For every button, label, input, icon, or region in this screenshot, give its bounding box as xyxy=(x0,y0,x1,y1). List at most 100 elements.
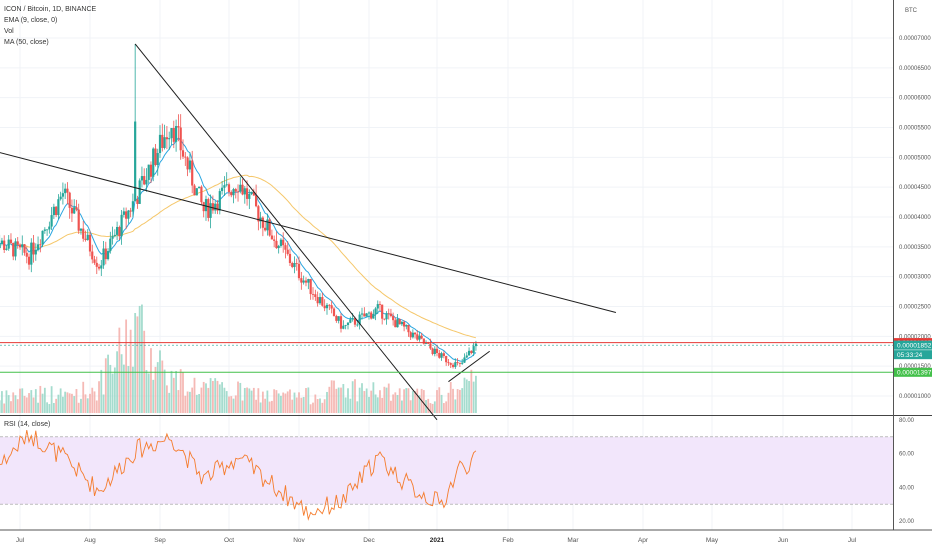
volume-bar xyxy=(198,394,200,413)
legend-ema[interactable]: EMA (9, close, 0) xyxy=(4,17,58,24)
y-tick-label[interactable]: 0.00003000 xyxy=(899,275,931,281)
candle-body xyxy=(27,256,31,265)
y-tick-label[interactable]: 0.00006000 xyxy=(899,96,931,102)
volume-bar xyxy=(295,397,298,413)
candle xyxy=(335,314,338,323)
candle-body xyxy=(102,248,105,266)
candle-body xyxy=(268,219,271,236)
candle xyxy=(158,125,162,158)
rsi-legend[interactable]: RSI (14, close) xyxy=(4,421,51,428)
candle xyxy=(131,193,135,217)
candle-body xyxy=(34,249,37,255)
x-tick-label[interactable]: Jun xyxy=(778,537,789,544)
volume-bar xyxy=(321,402,324,413)
y-tick-label[interactable]: 0.00005500 xyxy=(899,126,931,132)
candle-body xyxy=(387,313,390,315)
candle-body xyxy=(14,241,17,257)
volume-bar xyxy=(75,389,78,413)
volume-bar xyxy=(271,400,273,413)
volume-bar xyxy=(98,381,100,413)
candle-body xyxy=(145,179,148,185)
y-tick-label[interactable]: 0.00004000 xyxy=(899,215,931,221)
volume-bar xyxy=(349,398,352,413)
volume-bar xyxy=(111,373,114,413)
x-tick-label[interactable]: Nov xyxy=(293,537,305,544)
volume-bar xyxy=(138,305,141,413)
candle xyxy=(282,232,285,253)
volume-bar xyxy=(309,404,312,413)
candle-body xyxy=(172,128,175,142)
legend-vol[interactable]: Vol xyxy=(4,28,14,35)
candle xyxy=(127,209,130,224)
candle xyxy=(300,271,303,290)
last-price-tag-bg xyxy=(894,340,932,350)
candle-body xyxy=(337,316,340,321)
legend-ma[interactable]: MA (50, close) xyxy=(4,39,49,46)
volume-bar xyxy=(159,350,161,413)
volume-bar xyxy=(214,378,217,413)
x-tick-label[interactable]: Apr xyxy=(638,537,649,544)
rsi-tick-label: 20.00 xyxy=(899,519,915,525)
volume-bar xyxy=(107,354,109,413)
candle-body xyxy=(454,362,457,367)
candle-body xyxy=(353,318,357,325)
candle xyxy=(467,347,471,356)
candle-body xyxy=(91,251,94,260)
volume-bar xyxy=(102,394,105,413)
y-tick-label[interactable]: 0.00002000 xyxy=(899,334,931,340)
volume-bar xyxy=(470,369,473,413)
volume-bar xyxy=(307,387,310,413)
x-tick-label[interactable]: 2021 xyxy=(430,537,445,544)
volume-bar xyxy=(57,394,60,413)
y-tick-label[interactable]: 0.00001000 xyxy=(899,394,931,400)
candle-body xyxy=(449,363,452,365)
countdown-tag-text: 05:33:24 xyxy=(897,352,923,359)
volume-bar xyxy=(374,394,377,413)
volume-bar xyxy=(66,392,69,413)
candle-body xyxy=(297,263,301,279)
volume-bar xyxy=(64,391,67,413)
candle-body xyxy=(300,278,303,283)
x-tick-label[interactable]: Jul xyxy=(848,537,857,544)
volume-bar xyxy=(202,381,205,413)
candle xyxy=(286,241,289,256)
y-tick-label[interactable]: 0.00005000 xyxy=(899,155,931,161)
legend-title[interactable]: ICON / Bitcoin, 1D, BINANCE xyxy=(4,6,97,13)
candle xyxy=(396,314,399,328)
volume-bar xyxy=(14,395,17,413)
volume-bar xyxy=(150,348,152,413)
candle-body xyxy=(3,240,6,250)
x-tick-label[interactable]: Oct xyxy=(224,537,234,544)
candle-body xyxy=(198,186,201,189)
x-tick-label[interactable]: Feb xyxy=(502,537,514,544)
candle xyxy=(297,256,301,281)
y-tick-label[interactable]: 0.00007000 xyxy=(899,36,931,42)
grid-lines xyxy=(0,0,893,530)
volume-bar xyxy=(25,397,28,413)
candle-body xyxy=(163,137,166,148)
x-tick-label[interactable]: May xyxy=(706,537,719,544)
y-tick-label[interactable]: 0.00006500 xyxy=(899,66,931,72)
x-tick-label[interactable]: Sep xyxy=(154,537,166,544)
volume-bar xyxy=(243,387,246,413)
trendline-rising-support xyxy=(448,350,490,383)
candle-body xyxy=(184,156,187,158)
y-tick-label[interactable]: 0.00001500 xyxy=(899,364,931,370)
y-tick-label[interactable]: 0.00003500 xyxy=(899,245,931,251)
candle xyxy=(95,256,98,275)
candle-body xyxy=(86,234,89,240)
y-tick-label[interactable]: 0.00004500 xyxy=(899,185,931,191)
x-tick-label[interactable]: Aug xyxy=(84,537,96,544)
candle-body xyxy=(416,334,419,340)
candle-body xyxy=(284,245,287,250)
candle xyxy=(440,351,443,361)
candle xyxy=(383,318,386,321)
candle-body xyxy=(221,187,224,192)
x-tick-label[interactable]: Dec xyxy=(363,537,375,544)
candle-body xyxy=(193,185,196,196)
x-tick-label[interactable]: Jul xyxy=(16,537,25,544)
candle-body xyxy=(392,316,395,321)
y-tick-label[interactable]: 0.00002500 xyxy=(899,305,931,311)
x-tick-label[interactable]: Mar xyxy=(567,537,579,544)
